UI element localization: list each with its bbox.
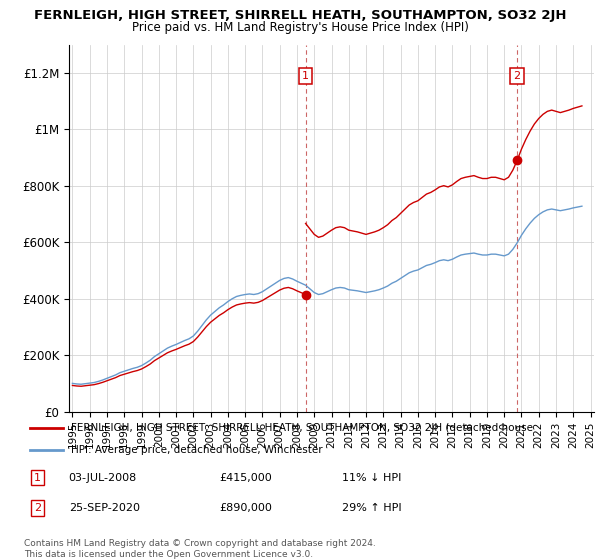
Text: Contains HM Land Registry data © Crown copyright and database right 2024.
This d: Contains HM Land Registry data © Crown c…: [24, 539, 376, 559]
Text: Price paid vs. HM Land Registry's House Price Index (HPI): Price paid vs. HM Land Registry's House …: [131, 21, 469, 35]
Text: 2: 2: [513, 71, 520, 81]
Text: 03-JUL-2008: 03-JUL-2008: [68, 473, 137, 483]
Text: 25-SEP-2020: 25-SEP-2020: [68, 503, 140, 513]
Text: HPI: Average price, detached house, Winchester: HPI: Average price, detached house, Winc…: [71, 445, 323, 455]
Text: FERNLEIGH, HIGH STREET, SHIRRELL HEATH, SOUTHAMPTON, SO32 2JH (detached house: FERNLEIGH, HIGH STREET, SHIRRELL HEATH, …: [71, 423, 533, 433]
Text: £890,000: £890,000: [220, 503, 272, 513]
Text: £415,000: £415,000: [220, 473, 272, 483]
Text: 1: 1: [302, 71, 309, 81]
Text: 1: 1: [34, 473, 41, 483]
Text: 11% ↓ HPI: 11% ↓ HPI: [342, 473, 401, 483]
Text: 2: 2: [34, 503, 41, 513]
Text: FERNLEIGH, HIGH STREET, SHIRRELL HEATH, SOUTHAMPTON, SO32 2JH: FERNLEIGH, HIGH STREET, SHIRRELL HEATH, …: [34, 9, 566, 22]
Text: 29% ↑ HPI: 29% ↑ HPI: [342, 503, 401, 513]
